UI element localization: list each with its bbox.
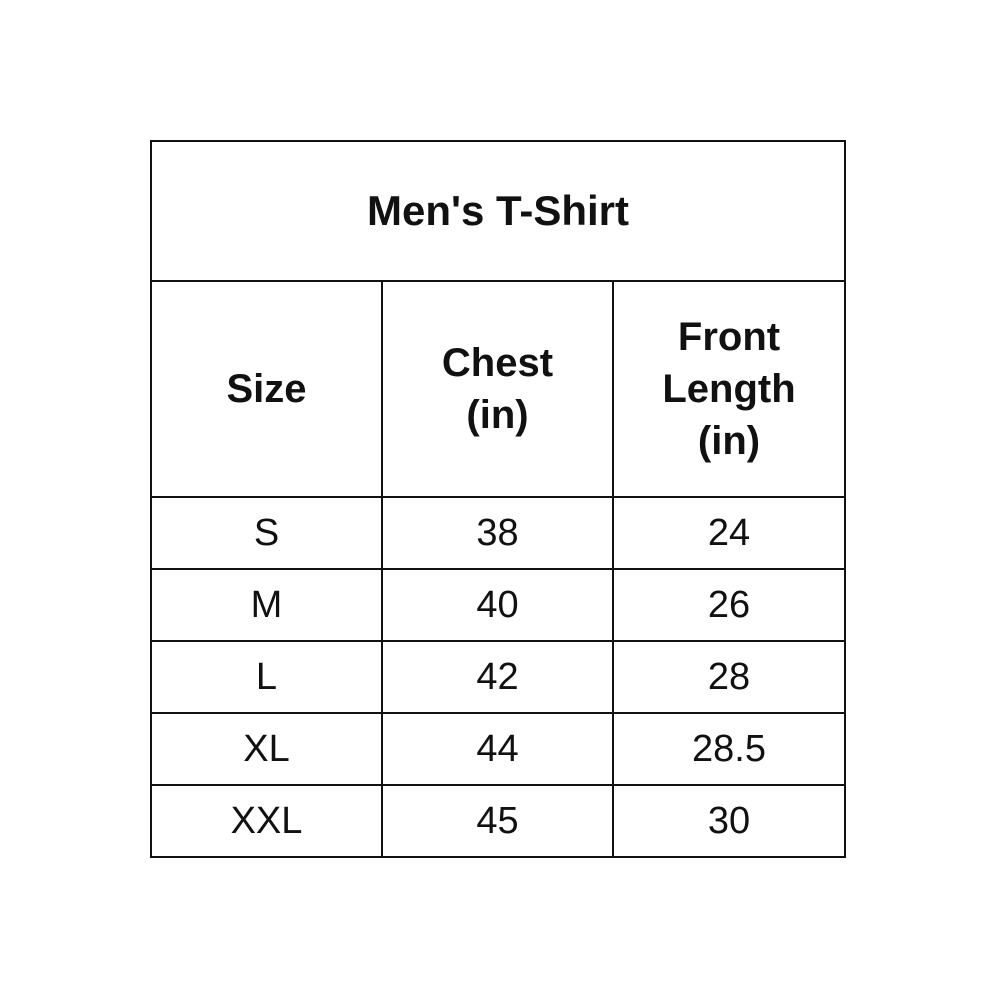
cell-chest: 38 [381, 496, 614, 570]
cell-size: L [150, 640, 383, 714]
table-row: M 40 26 [150, 568, 847, 642]
header-chest: Chest (in) [381, 280, 614, 498]
header-row: Size Chest (in) Front Length (in) [150, 280, 847, 498]
cell-front-length: 26 [611, 568, 847, 642]
cell-size: S [150, 496, 383, 570]
header-line: Size [226, 367, 307, 411]
table-row: XL 44 28.5 [150, 712, 847, 786]
table-row: S 38 24 [150, 496, 847, 570]
header-front-length: Front Length (in) [611, 280, 847, 498]
cell-chest: 45 [381, 784, 614, 858]
cell-chest: 40 [381, 568, 614, 642]
cell-size: M [150, 568, 383, 642]
header-line: Length [662, 367, 796, 411]
cell-front-length: 28.5 [611, 712, 847, 786]
table-row: XXL 45 30 [150, 784, 847, 858]
header-line: Chest [441, 341, 554, 385]
header-line: (in) [466, 393, 529, 437]
header-line: Front [677, 315, 781, 359]
table-title: Men's T-Shirt [149, 140, 847, 282]
cell-chest: 42 [381, 640, 614, 714]
header-size: Size [150, 280, 383, 498]
cell-size: XL [150, 712, 383, 786]
size-chart-table: Men's T-Shirt Size Chest (in) Front Leng… [149, 140, 847, 858]
cell-front-length: 30 [611, 784, 847, 858]
cell-front-length: 28 [611, 640, 847, 714]
cell-front-length: 24 [611, 496, 847, 570]
header-line: (in) [697, 419, 761, 463]
cell-size: XXL [150, 784, 383, 858]
table-row: L 42 28 [150, 640, 847, 714]
cell-chest: 44 [381, 712, 614, 786]
